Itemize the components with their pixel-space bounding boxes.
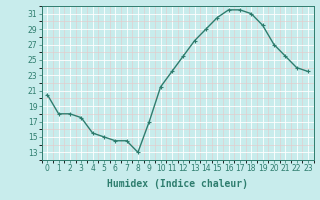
X-axis label: Humidex (Indice chaleur): Humidex (Indice chaleur)	[107, 179, 248, 189]
